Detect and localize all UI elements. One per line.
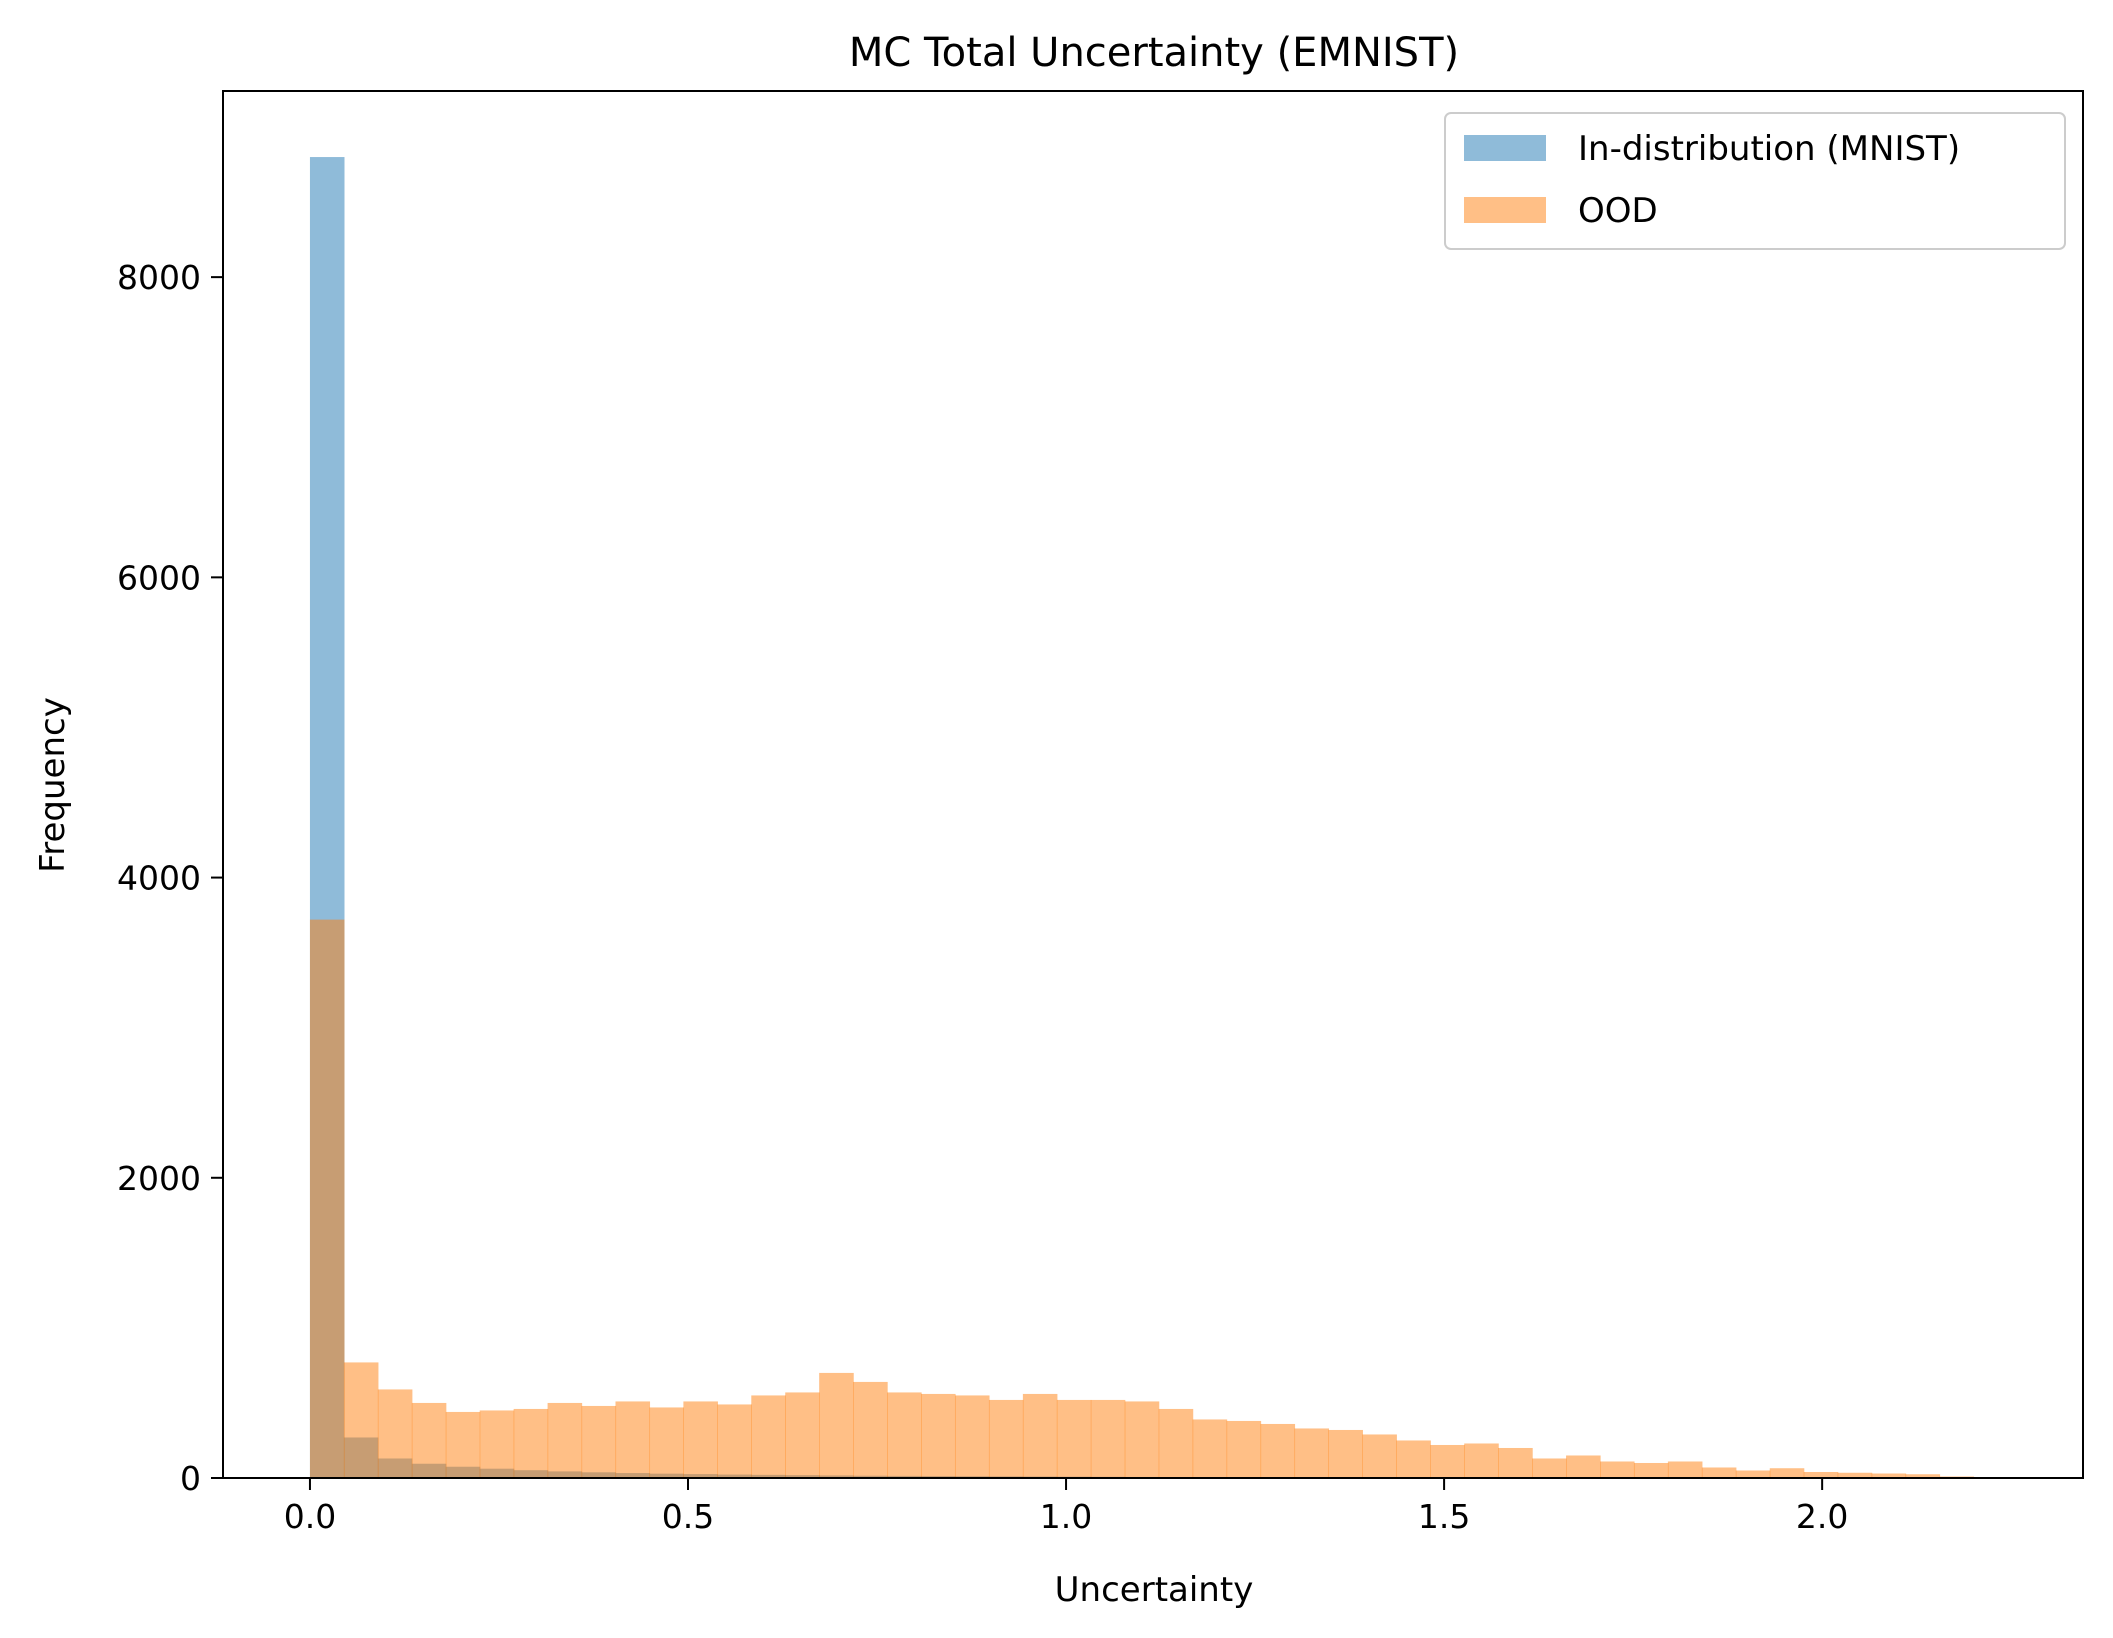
bar [954, 1395, 990, 1478]
legend-label-in-distribution: In-distribution (MNIST) [1578, 129, 1960, 169]
series-1 [309, 919, 2008, 1478]
series-0 [309, 157, 1805, 1478]
bar [1124, 1401, 1160, 1478]
bar [479, 1410, 515, 1478]
bar [785, 1392, 820, 1478]
bar [309, 919, 345, 1478]
bar [1090, 1399, 1126, 1478]
legend-swatch-in-distribution [1464, 135, 1546, 161]
bar [445, 1411, 481, 1478]
bar [853, 1381, 888, 1478]
bar [513, 1408, 549, 1478]
bar [1498, 1447, 1533, 1478]
bar [1837, 1472, 1873, 1478]
legend-swatch-ood [1464, 197, 1546, 223]
bar [1769, 1468, 1805, 1478]
bars-layer [309, 157, 2008, 1478]
bar [1905, 1474, 1941, 1478]
bar [819, 1372, 854, 1478]
bar [1803, 1472, 1839, 1478]
bar [1600, 1461, 1635, 1478]
bar [649, 1407, 684, 1478]
bar [1022, 1393, 1058, 1478]
y-tick-label: 0 [180, 1459, 201, 1498]
bar [1430, 1444, 1465, 1478]
bar [1667, 1461, 1703, 1478]
legend-frame [1444, 112, 2066, 250]
y-axis: 0 2000 4000 6000 8000 [117, 258, 223, 1498]
bar [1226, 1420, 1262, 1478]
bar [411, 1402, 447, 1478]
bar [1871, 1473, 1907, 1478]
bar [1192, 1419, 1228, 1478]
bar [581, 1405, 617, 1478]
bar [717, 1404, 752, 1478]
bar [1328, 1429, 1363, 1478]
bar [1260, 1423, 1296, 1478]
x-tick-label: 1.0 [1040, 1497, 1092, 1536]
bar [615, 1401, 651, 1478]
chart-title: MC Total Uncertainty (EMNIST) [849, 30, 1459, 76]
bar [1633, 1462, 1669, 1478]
x-tick-label: 0.0 [284, 1497, 336, 1536]
x-tick-label: 0.5 [662, 1497, 714, 1536]
plot-frame [222, 90, 2084, 1479]
bar [1362, 1434, 1397, 1478]
x-axis: 0.0 0.5 1.0 1.5 2.0 [284, 1478, 1848, 1536]
bar [1158, 1408, 1194, 1478]
y-tick-label: 2000 [117, 1159, 201, 1198]
bar [988, 1399, 1024, 1478]
bar [1294, 1428, 1330, 1478]
bar [887, 1392, 922, 1478]
bar [1056, 1399, 1092, 1478]
x-axis-label: Uncertainty [1055, 1570, 1254, 1610]
bar [1701, 1467, 1737, 1478]
bar [343, 1362, 379, 1478]
bar [1566, 1455, 1601, 1478]
bar [377, 1389, 413, 1478]
x-tick-label: 1.5 [1418, 1497, 1470, 1536]
bar [547, 1402, 583, 1478]
legend-label-ood: OOD [1578, 191, 1658, 231]
legend: In-distribution (MNIST) OOD [1444, 112, 2066, 250]
y-tick-label: 6000 [117, 558, 201, 597]
y-tick-label: 4000 [117, 859, 201, 898]
y-tick-label: 8000 [117, 258, 201, 297]
bar [1735, 1470, 1771, 1478]
bar [921, 1393, 956, 1478]
bar [1396, 1440, 1431, 1478]
bar [683, 1401, 718, 1478]
bar [1532, 1458, 1567, 1478]
bar [1464, 1443, 1499, 1478]
y-axis-label: Frequency [33, 697, 73, 873]
bar [751, 1395, 786, 1478]
x-tick-label: 2.0 [1796, 1497, 1848, 1536]
